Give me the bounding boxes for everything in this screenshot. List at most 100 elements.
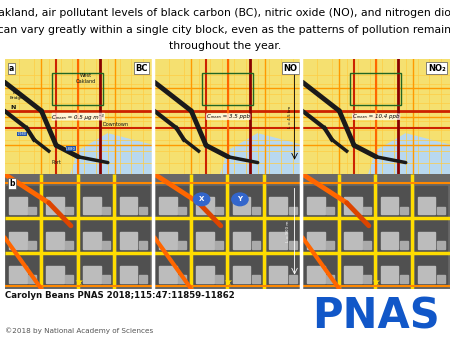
Text: Cₘₑₐₙ = 3.5 ppb: Cₘₑₐₙ = 3.5 ppb [207, 114, 250, 119]
Bar [65, 275, 73, 283]
Bar [381, 197, 399, 214]
Text: Downtown: Downtown [102, 122, 128, 127]
Bar [159, 197, 177, 214]
Bar [117, 220, 149, 251]
Bar [341, 186, 373, 217]
Bar [344, 197, 362, 214]
Bar [363, 207, 371, 214]
Bar [46, 232, 64, 249]
Bar [80, 220, 112, 251]
Text: ★: ★ [224, 277, 233, 287]
Bar [378, 186, 410, 217]
Bar [437, 207, 445, 214]
Bar [289, 275, 297, 283]
Bar [418, 266, 436, 283]
Text: ★: ★ [372, 277, 381, 287]
Bar [252, 241, 260, 249]
Bar [230, 220, 262, 251]
Bar [43, 186, 75, 217]
Text: N: N [11, 105, 16, 110]
Bar [215, 207, 223, 214]
Bar [233, 266, 251, 283]
Bar [196, 266, 214, 283]
Text: Port: Port [51, 160, 61, 165]
Bar [80, 186, 112, 217]
Bar [117, 255, 149, 286]
Text: a: a [9, 64, 14, 73]
Bar [193, 255, 225, 286]
Circle shape [194, 193, 210, 206]
Text: L = 900 m: L = 900 m [286, 221, 290, 242]
Bar [43, 220, 75, 251]
Circle shape [232, 193, 248, 206]
Bar [46, 266, 64, 283]
Bar [326, 241, 334, 249]
Bar [344, 266, 362, 283]
Bar [233, 197, 251, 214]
Bar [215, 275, 223, 283]
Bar [83, 232, 101, 249]
Bar [102, 241, 110, 249]
Bar [289, 241, 297, 249]
Bar [414, 186, 447, 217]
Text: West
Oakland: West Oakland [76, 73, 96, 84]
Text: (NO2) can vary greatly within a single city block, even as the patterns of pollu: (NO2) can vary greatly within a single c… [0, 25, 450, 35]
Bar [307, 197, 325, 214]
Bar [341, 220, 373, 251]
Bar [178, 275, 186, 283]
Text: I-880: I-880 [66, 147, 76, 151]
Bar [230, 255, 262, 286]
Bar [178, 241, 186, 249]
Bar [381, 266, 399, 283]
Bar [230, 186, 262, 217]
Bar [159, 232, 177, 249]
Bar [43, 255, 75, 286]
Text: PNAS: PNAS [312, 295, 440, 337]
Bar [120, 232, 138, 249]
Bar [289, 207, 297, 214]
Bar [178, 207, 186, 214]
Text: BC: BC [135, 64, 148, 73]
Bar [307, 266, 325, 283]
Bar [139, 241, 147, 249]
Polygon shape [71, 134, 152, 174]
Bar [233, 232, 251, 249]
Bar [378, 220, 410, 251]
Bar [363, 275, 371, 283]
Text: Carolyn Beans PNAS 2018;115:47:11859-11862: Carolyn Beans PNAS 2018;115:47:11859-118… [5, 291, 235, 300]
Bar [120, 266, 138, 283]
Bar [83, 266, 101, 283]
Text: Y: Y [238, 196, 243, 202]
Bar [193, 220, 225, 251]
Bar [9, 232, 27, 249]
Bar [46, 197, 64, 214]
Bar [80, 255, 112, 286]
Text: Cₘₑₐₙ = 0.5 μg m⁻³: Cₘₑₐₙ = 0.5 μg m⁻³ [53, 114, 104, 120]
Bar [252, 275, 260, 283]
Bar [266, 220, 299, 251]
Bar [193, 186, 225, 217]
Bar [307, 232, 325, 249]
Bar [326, 207, 334, 214]
Bar [6, 220, 38, 251]
Text: throughout the year.: throughout the year. [169, 41, 281, 51]
Text: X: X [199, 196, 204, 202]
Bar [350, 73, 401, 105]
Bar [326, 275, 334, 283]
Bar [363, 241, 371, 249]
Bar [28, 275, 36, 283]
Bar [196, 232, 214, 249]
Bar [304, 220, 336, 251]
Bar [400, 207, 408, 214]
Bar [120, 197, 138, 214]
Bar [117, 186, 149, 217]
Bar [418, 232, 436, 249]
Bar [156, 220, 188, 251]
Bar [304, 186, 336, 217]
Bar [6, 186, 38, 217]
Bar [437, 241, 445, 249]
Bar [102, 275, 110, 283]
Bar [270, 266, 288, 283]
Bar [159, 266, 177, 283]
Bar [65, 241, 73, 249]
